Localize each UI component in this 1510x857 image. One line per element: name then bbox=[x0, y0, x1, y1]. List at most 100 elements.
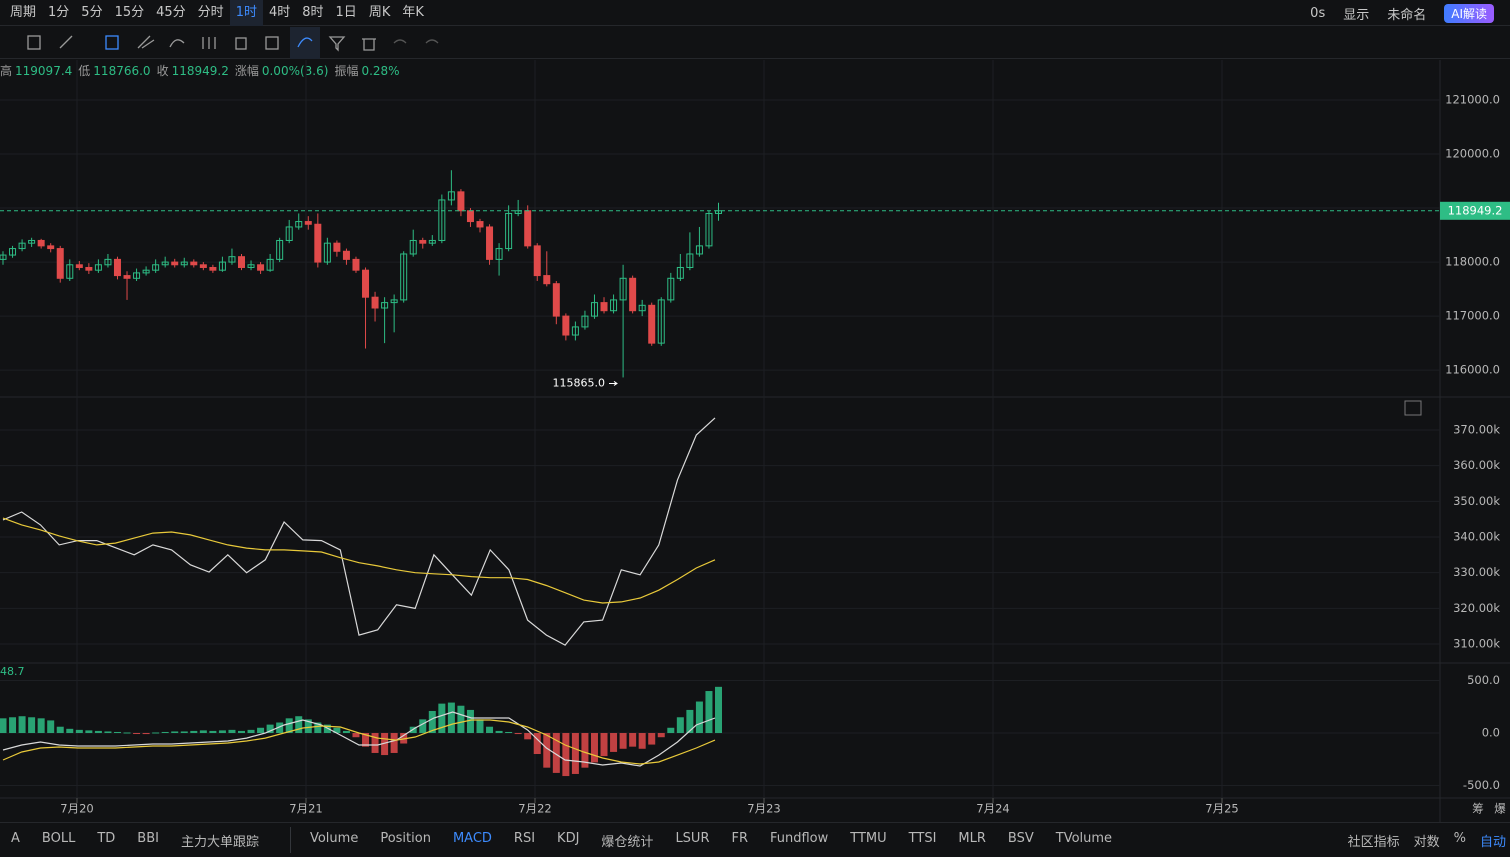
indicator-tab[interactable]: TTSI bbox=[908, 830, 937, 846]
period-tab[interactable]: 年K bbox=[402, 4, 424, 20]
period-tab[interactable]: 5分 bbox=[81, 4, 103, 20]
indicator-tab[interactable]: BOLL bbox=[41, 830, 76, 846]
macd-bar bbox=[28, 717, 36, 734]
toolbar-item[interactable]: 0s bbox=[1310, 5, 1326, 21]
tool-icon[interactable] bbox=[297, 37, 313, 48]
period-tab[interactable]: 1分 bbox=[48, 4, 70, 20]
macd-bar bbox=[190, 730, 198, 734]
macd-bar bbox=[342, 730, 350, 734]
tool-icon[interactable] bbox=[169, 39, 185, 48]
indicator-tab[interactable]: BSV bbox=[1007, 830, 1034, 846]
macd-bar bbox=[381, 733, 389, 756]
candle-body bbox=[495, 248, 503, 260]
macd-bar bbox=[323, 724, 331, 734]
candle-body bbox=[505, 212, 513, 250]
period-tab[interactable]: 1日 bbox=[335, 4, 357, 20]
period-tab[interactable]: 周期 bbox=[10, 4, 37, 20]
indicator-tab[interactable]: MLR bbox=[958, 830, 986, 846]
tool-active-bg bbox=[290, 27, 320, 59]
period-tab[interactable]: 15分 bbox=[114, 4, 145, 20]
indicator-tab[interactable]: TD bbox=[97, 830, 116, 846]
candle-body bbox=[610, 299, 618, 312]
indicator-tab[interactable]: Position bbox=[380, 830, 431, 846]
indicator-tabs: A BOLL TD BBI 主力大单跟踪 Volume Position MACD RSI KD… bbox=[0, 822, 1510, 857]
tool-icon[interactable] bbox=[59, 35, 73, 49]
tool-icon[interactable] bbox=[27, 35, 41, 50]
axis-corner: 爆 bbox=[1494, 802, 1506, 816]
candle-body bbox=[590, 302, 598, 317]
candle-body bbox=[438, 199, 446, 241]
tool-icon[interactable] bbox=[425, 39, 439, 44]
option-tab[interactable]: 对数 bbox=[1413, 834, 1440, 850]
toolbar-item[interactable]: 未命名 bbox=[1387, 7, 1427, 23]
macd-bar bbox=[304, 719, 312, 734]
macd-bar bbox=[152, 732, 160, 734]
candle-body bbox=[18, 242, 26, 250]
tool-icon[interactable] bbox=[235, 37, 247, 50]
indicator-line bbox=[2, 517, 716, 604]
tool-icon[interactable] bbox=[393, 39, 407, 44]
low-annotation: 115865.0 bbox=[553, 376, 606, 389]
macd-bar bbox=[9, 717, 17, 734]
indicator-tab[interactable]: A bbox=[11, 830, 20, 846]
indicator-tab[interactable]: TTMU bbox=[850, 830, 887, 846]
macd-bar bbox=[257, 727, 265, 734]
macd-bar bbox=[228, 729, 236, 734]
indicator-tab[interactable]: RSI bbox=[513, 830, 536, 846]
indicator-tab[interactable]: TVolume bbox=[1055, 830, 1113, 846]
macd-bar bbox=[0, 718, 7, 734]
macd-bar bbox=[37, 718, 45, 734]
macd-bar bbox=[495, 730, 503, 734]
info-value: 118766.0 bbox=[93, 64, 151, 78]
indicator-tab[interactable]: Volume bbox=[309, 830, 359, 846]
info-label: 涨幅 bbox=[234, 64, 259, 78]
candle-body bbox=[161, 261, 169, 266]
tool-icon[interactable] bbox=[328, 36, 346, 52]
indicator-tab[interactable]: Fundflow bbox=[770, 830, 829, 846]
tool-icon[interactable] bbox=[362, 38, 376, 51]
tool-icon[interactable] bbox=[265, 36, 279, 50]
y-tick-label: 119000.0 bbox=[1445, 201, 1500, 215]
period-tab[interactable]: 4时 bbox=[268, 4, 291, 20]
candle-body bbox=[304, 221, 312, 225]
macd-bar bbox=[524, 733, 532, 740]
period-tab[interactable]: 分时 bbox=[197, 4, 224, 20]
option-tab[interactable]: 社区指标 bbox=[1347, 834, 1400, 850]
candle-body bbox=[715, 210, 722, 214]
indicator-tab[interactable]: BBI bbox=[137, 830, 159, 846]
candle-body bbox=[218, 261, 226, 271]
macd-bar bbox=[476, 719, 484, 734]
macd-bar bbox=[686, 709, 694, 734]
x-tick-label: 7月24 bbox=[976, 802, 1009, 816]
toolbar-item[interactable]: 显示 bbox=[1343, 7, 1370, 23]
y-tick-label: 340.00k bbox=[1453, 530, 1500, 544]
macd-bar bbox=[648, 733, 656, 745]
period-tab[interactable]: 8时 bbox=[302, 4, 324, 20]
option-tab[interactable]: 自动 bbox=[1479, 834, 1506, 850]
tool-icon[interactable] bbox=[137, 35, 155, 49]
macd-bar bbox=[390, 733, 398, 753]
option-tab[interactable]: % bbox=[1453, 830, 1466, 846]
tool-icon[interactable] bbox=[202, 37, 216, 49]
indicator-tab[interactable]: 爆仓统计 bbox=[601, 834, 654, 850]
candle-body bbox=[323, 242, 331, 263]
toolbar-item[interactable]: AI解读 bbox=[1444, 3, 1494, 23]
macd-bar bbox=[247, 729, 255, 734]
indicator-tab[interactable]: FR bbox=[731, 830, 748, 846]
expand-icon[interactable] bbox=[1404, 400, 1422, 416]
period-tab[interactable]: 1时 bbox=[229, 0, 263, 26]
candle-body bbox=[600, 302, 608, 312]
candle-body bbox=[228, 256, 236, 263]
chart: 7月20 7月21 7月22 7月23 7月24 7月25 筹爆 121000.0 120000… bbox=[0, 60, 1510, 822]
period-tab[interactable]: 周K bbox=[368, 4, 391, 20]
indicator-tab[interactable]: KDJ bbox=[557, 830, 580, 846]
top-toolbar: 周期 1分 5分 15分 45分 分时 1时 4时 8时 1日 周K 年K 0s 显示 未命名 AI解读 bbox=[0, 0, 1510, 26]
tool-icon[interactable] bbox=[105, 35, 119, 50]
candle-body bbox=[276, 239, 284, 260]
period-tab[interactable]: 45分 bbox=[156, 4, 186, 20]
candle-body bbox=[342, 250, 350, 260]
right-tabs: 社区指标 对数% 自动 bbox=[1348, 831, 1506, 850]
indicator-tab[interactable]: 主力大单跟踪 bbox=[180, 834, 259, 850]
indicator-tab[interactable]: MACD bbox=[452, 830, 492, 846]
indicator-tab[interactable]: LSUR bbox=[675, 830, 710, 846]
